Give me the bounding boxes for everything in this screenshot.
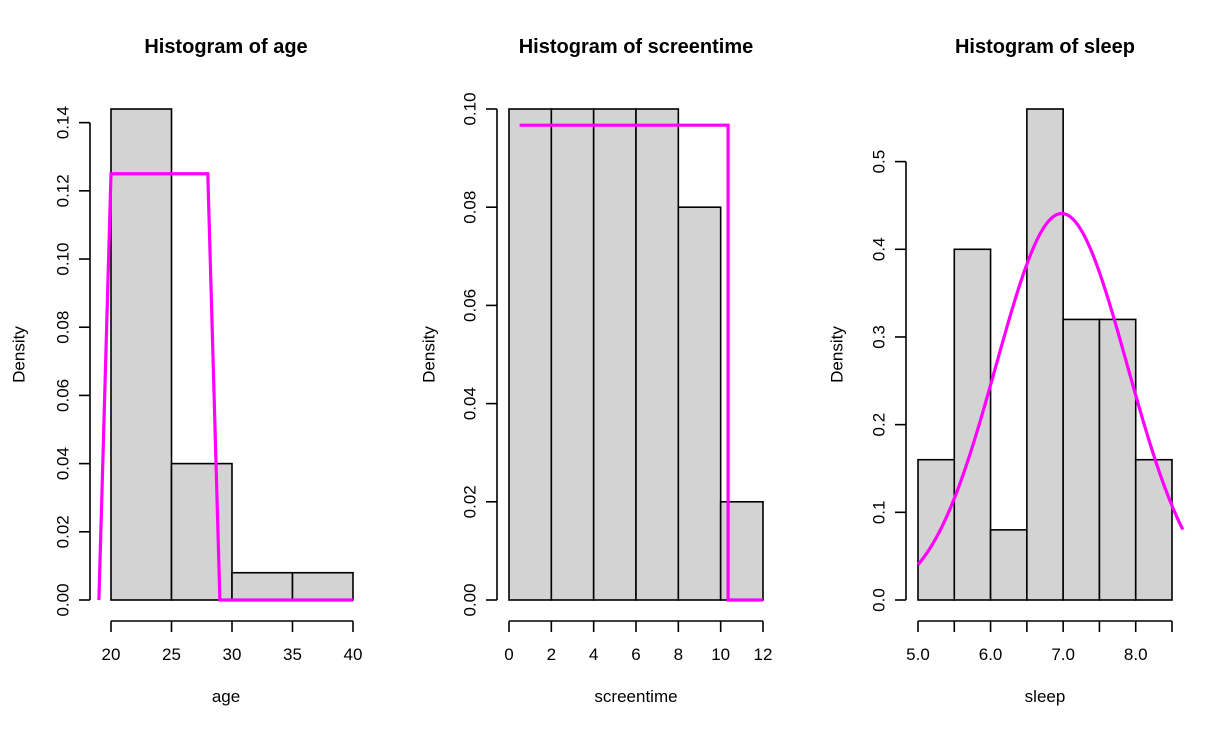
histogram-panel: Histogram of sleep 0.0 0.1 0.2 0.3 0.4 0.5 5.0 6…	[827, 36, 1185, 706]
y-tick-label: 0.1	[869, 501, 888, 525]
x-tick-label: 4	[589, 645, 598, 664]
y-tick-label: 0.04	[53, 447, 72, 480]
x-tick-label: 30	[223, 645, 242, 664]
histogram-bar	[550, 108, 595, 601]
x-tick-label: 8.0	[1124, 645, 1148, 664]
x-axis-label: sleep	[1025, 687, 1066, 706]
y-tick-label: 0.00	[460, 583, 479, 616]
x-tick-label: 40	[344, 645, 363, 664]
histogram-bar	[508, 108, 553, 601]
chart-title: Histogram of age	[144, 36, 307, 58]
histogram-bar	[291, 571, 354, 601]
x-tick-label: 2	[547, 645, 556, 664]
y-tick-label: 0.04	[460, 387, 479, 420]
chart-title: Histogram of sleep	[955, 36, 1135, 58]
y-tick-label: 0.5	[869, 150, 888, 174]
x-tick-label: 8	[674, 645, 683, 664]
y-tick-label: 0.14	[53, 106, 72, 139]
x-tick-label: 0	[504, 645, 513, 664]
x-tick-label: 6.0	[979, 645, 1003, 664]
x-tick-label: 25	[162, 645, 181, 664]
y-tick-label: 0.00	[53, 583, 72, 616]
x-tick-label: 5.0	[906, 645, 930, 664]
x-tick-label: 12	[754, 645, 773, 664]
y-tick-label: 0.0	[869, 588, 888, 612]
y-axis-label: Density	[419, 326, 438, 383]
y-tick-label: 0.02	[53, 515, 72, 548]
histogram-panel: Histogram of screentime 0.00 0.02 0.04 0.06 0…	[419, 36, 772, 706]
y-tick-label: 0.08	[460, 191, 479, 224]
density-curve	[519, 123, 763, 602]
histogram-bar	[592, 108, 637, 601]
x-tick-label: 20	[102, 645, 121, 664]
histogram-bar	[917, 458, 956, 601]
y-axis-label: Density	[827, 326, 846, 383]
histogram-bar	[231, 571, 294, 601]
y-tick-label: 0.02	[460, 485, 479, 518]
density-curve	[916, 211, 1185, 566]
y-tick-label: 0.06	[460, 289, 479, 322]
x-tick-label: 35	[283, 645, 302, 664]
histogram-bar	[1062, 318, 1101, 601]
y-tick-label: 0.3	[869, 325, 888, 349]
histogram-bar	[1026, 108, 1064, 601]
x-axis-label: age	[212, 687, 240, 706]
density-curve	[97, 172, 353, 602]
y-axis-label: Density	[9, 326, 28, 383]
histogram-bar	[170, 462, 233, 601]
histogram-bar	[1134, 458, 1173, 601]
x-tick-label: 10	[711, 645, 730, 664]
histogram-bar	[1098, 318, 1137, 601]
x-tick-label: 7.0	[1051, 645, 1075, 664]
y-tick-label: 0.06	[53, 379, 72, 412]
y-tick-label: 0.10	[460, 92, 479, 125]
chart-title: Histogram of screentime	[519, 36, 754, 58]
y-tick-label: 0.10	[53, 242, 72, 275]
y-tick-label: 0.2	[869, 413, 888, 437]
y-tick-label: 0.08	[53, 311, 72, 344]
y-tick-label: 0.12	[53, 174, 72, 207]
x-tick-label: 6	[631, 645, 640, 664]
x-axis-label: screentime	[594, 687, 677, 706]
histogram-panel: Histogram of age 0.00 0.02 0.04 0.06 0.08 0.10…	[9, 36, 362, 706]
histogram-bar	[635, 108, 680, 601]
histogram-bar	[953, 248, 992, 601]
histogram-bar	[989, 529, 1028, 601]
histogram-bar	[110, 108, 173, 601]
histogram-bar	[677, 206, 722, 601]
y-tick-label: 0.4	[869, 237, 888, 261]
